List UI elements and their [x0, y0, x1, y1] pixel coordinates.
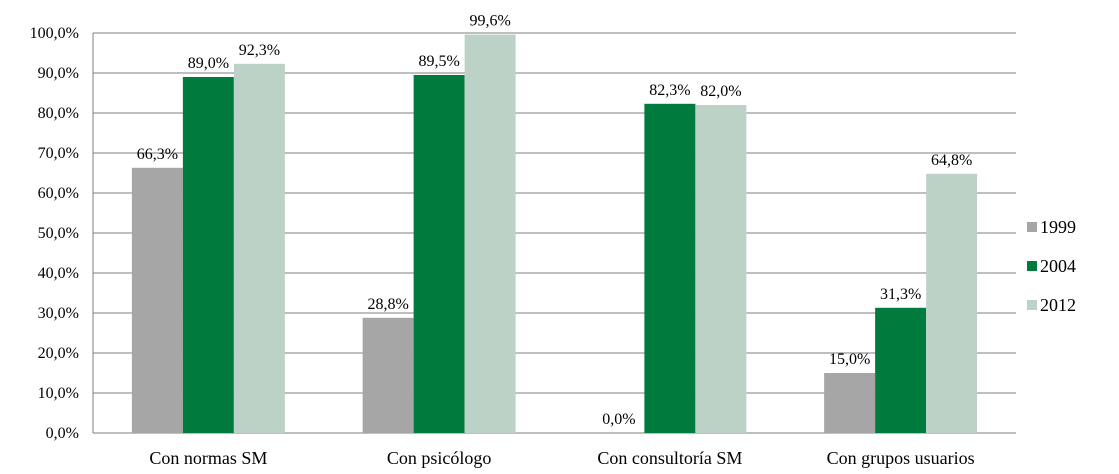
data-label: 82,3%	[649, 82, 690, 99]
legend-label: 2004	[1040, 256, 1076, 276]
y-tick-label: 70,0%	[38, 145, 79, 162]
data-label: 28,8%	[367, 296, 408, 313]
y-tick-label: 100,0%	[30, 25, 79, 42]
legend-swatch-2012	[1027, 300, 1037, 310]
legend-label: 1999	[1040, 217, 1076, 237]
data-label: 82,0%	[700, 83, 741, 100]
data-label: 15,0%	[829, 351, 870, 368]
y-tick-label: 60,0%	[38, 185, 79, 202]
y-tick-label: 30,0%	[38, 305, 79, 322]
bar-2004	[875, 307, 927, 433]
legend: 1999 2004 2012	[1027, 217, 1076, 315]
bar-2004	[182, 77, 234, 433]
data-label: 99,6%	[469, 13, 510, 30]
y-tick-label: 0,0%	[46, 425, 79, 442]
legend-swatch-2004	[1027, 261, 1037, 271]
bar-1999	[131, 167, 183, 434]
bar-2004	[413, 75, 465, 433]
data-label: 0,0%	[602, 411, 635, 428]
bar-1999	[362, 317, 414, 433]
y-tick-label: 40,0%	[38, 265, 79, 282]
data-label: 92,3%	[239, 42, 280, 59]
y-tick-label: 50,0%	[38, 225, 79, 242]
bar-2004	[644, 103, 696, 434]
x-category-label: Con grupos usuarios	[827, 448, 975, 468]
bar-2012	[926, 173, 978, 434]
y-tick-label: 90,0%	[38, 65, 79, 82]
y-tick-label: 20,0%	[38, 345, 79, 362]
x-category-label: Con psicólogo	[387, 448, 492, 468]
y-tick-label: 80,0%	[38, 105, 79, 122]
legend-swatch-1999	[1027, 222, 1037, 232]
bar-1999	[824, 373, 876, 433]
bars	[131, 34, 978, 434]
bar-2012	[695, 105, 747, 433]
data-label: 64,8%	[931, 152, 972, 169]
y-tick-label: 10,0%	[38, 385, 79, 402]
data-label: 89,0%	[188, 55, 229, 72]
data-label: 66,3%	[137, 146, 178, 163]
data-label: 31,3%	[880, 286, 921, 303]
y-axis-ticks: 0,0% 10,0% 20,0% 30,0% 40,0% 50,0% 60,0% 70,0% 8…	[30, 25, 79, 442]
data-label: 89,5%	[418, 53, 459, 70]
x-category-label: Con normas SM	[149, 448, 267, 468]
data-labels: 66,3% 89,0% 92,3% 28,8% 89,5% 99,6% 0,0% 82,3% 8…	[137, 13, 973, 428]
bar-2012	[233, 63, 285, 434]
legend-label: 2012	[1040, 295, 1076, 315]
bar-2012	[464, 34, 516, 433]
x-category-label: Con consultoría SM	[597, 448, 742, 468]
x-axis-categories: Con normas SM Con psicólogo Con consultorí…	[149, 448, 974, 468]
